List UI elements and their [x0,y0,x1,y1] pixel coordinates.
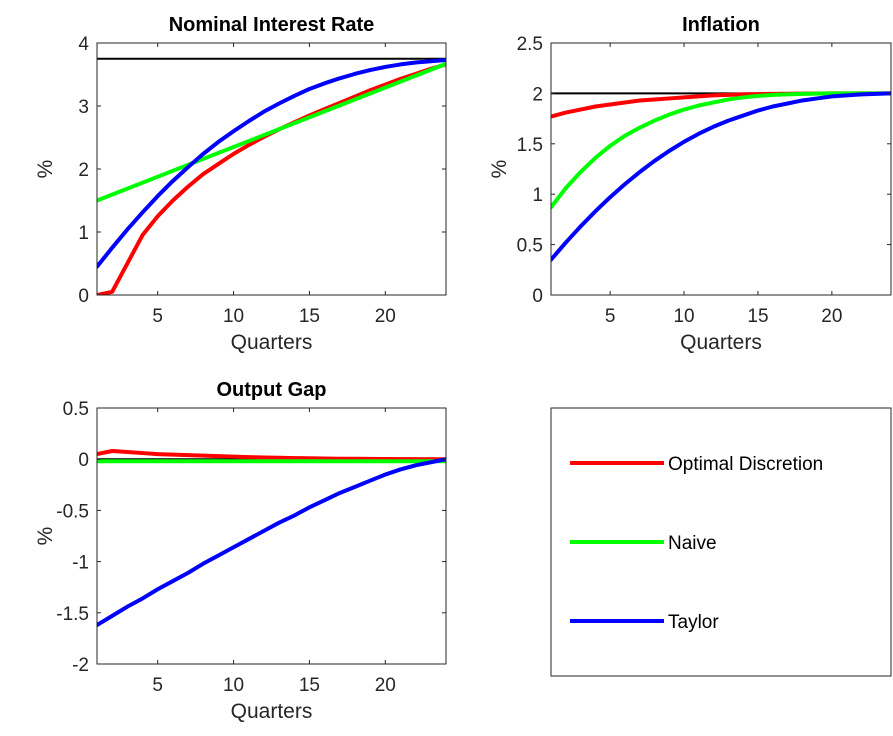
axes-box [550,42,892,296]
y-tick-label: 4 [78,34,89,55]
plot-area [97,408,446,664]
axes-box [96,407,447,665]
y-tick-label: -0.5 [56,501,89,522]
x-tick-label: 5 [152,306,163,327]
x-tick-label: 5 [152,675,163,696]
x-tick-label: 20 [375,306,396,327]
x-tick-label: 10 [223,675,244,696]
x-tick-label: 15 [299,675,320,696]
x-tick-label: 20 [821,306,842,327]
legend-label-2: Taylor [668,612,719,633]
y-tick-label: 2.5 [517,34,543,55]
series-line-2 [97,58,446,269]
series-line-2 [551,91,891,262]
chart-1: 5 10 15 20 0 0.5 1 1.5 2 2.5 Inflation Quarters% [488,14,892,354]
chart-title: Inflation [682,14,760,36]
y-axis-label: % [34,160,57,179]
series-line-1 [97,61,446,203]
x-tick-label: 15 [299,306,320,327]
y-tick-label: -1 [72,553,89,574]
y-tick-label: 0.5 [63,399,89,420]
x-tick-label: 15 [747,306,768,327]
y-axis-label: % [488,160,511,179]
plot-area [551,43,891,295]
x-axis-label: Quarters [231,700,313,723]
series-group [97,449,446,628]
legend-label-1: Naive [668,533,717,554]
y-tick-label: 2 [532,84,543,105]
y-tick-label: 0 [78,286,89,307]
x-tick-label: 10 [223,306,244,327]
y-tick-label: 1.5 [517,135,543,156]
chart-title: Output Gap [217,379,327,401]
legend-label-0: Optimal Discretion [668,454,823,475]
chart-2: 5 10 15 20 -2 -1.5 -1 -0.5 0 0.5 Output Gap Quarter… [34,379,447,723]
y-tick-label: -2 [72,655,89,676]
chart-title: Nominal Interest Rate [169,14,375,36]
x-axis-label: Quarters [231,331,313,354]
series-line-0 [97,449,446,462]
y-tick-label: 0 [532,286,543,307]
series-line-1 [551,91,891,210]
series-group [551,91,891,262]
series-line-2 [97,457,446,628]
chart-0: 5 10 15 20 0 1 2 3 4 Nominal Interest Rate Quarter… [34,14,447,354]
y-tick-label: -1.5 [56,604,89,625]
series-group [97,58,446,295]
y-tick-label: 2 [78,160,89,181]
y-tick-label: 0.5 [517,236,543,257]
x-tick-label: 10 [673,306,694,327]
y-axis-label: % [34,527,57,546]
y-tick-label: 3 [78,97,89,118]
y-tick-label: 1 [532,185,543,206]
x-axis-label: Quarters [680,331,762,354]
y-tick-label: 0 [78,450,89,471]
x-tick-label: 5 [605,306,616,327]
x-tick-label: 20 [375,675,396,696]
y-tick-label: 1 [78,223,89,244]
legend: Optimal Discretion Naive Taylor [550,407,892,677]
